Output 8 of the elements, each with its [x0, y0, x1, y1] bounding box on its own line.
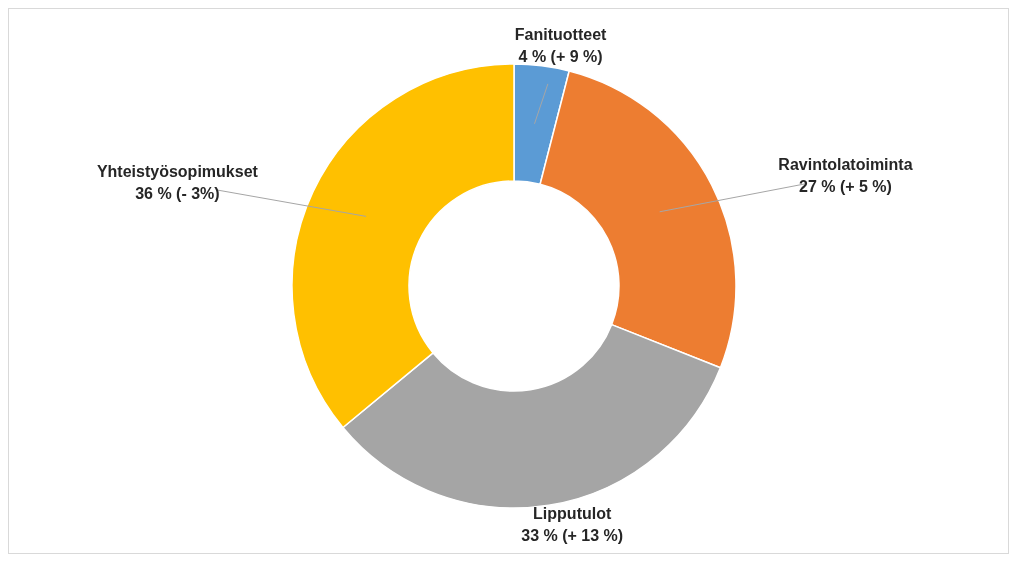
slice-label: Lipputulot [533, 505, 612, 523]
data-label: 27 % (+ 5 %) [798, 178, 892, 196]
data-label: 4 % (+ 9 %) [518, 47, 603, 65]
slice-label: Ravintolatoiminta [778, 156, 913, 174]
data-label: 33 % (+ 13 %) [521, 527, 624, 545]
slice-label: Fanituotteet [514, 25, 608, 43]
slice-label: Yhteistyösopimukset [96, 162, 259, 180]
data-label: 36 % (- 3%) [135, 184, 220, 202]
